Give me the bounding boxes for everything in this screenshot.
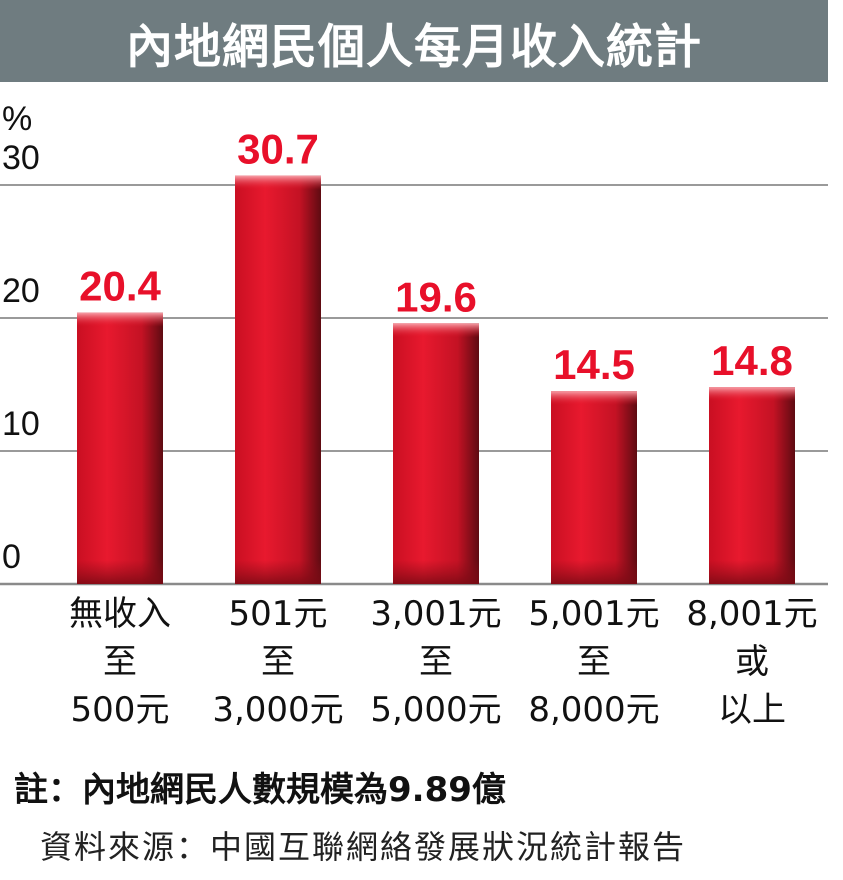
source-credit: 資料來源：中國互聯網絡發展狀況統計報告: [40, 828, 687, 866]
bar-value-label: 14.5: [553, 341, 635, 388]
bar-shadow: [235, 560, 321, 584]
x-category-label-line: 5,000元: [370, 690, 502, 730]
x-category-label: 無收入至 500元: [45, 590, 195, 734]
y-axis-unit-label: %: [2, 100, 32, 138]
bar-highlight: [551, 391, 637, 406]
bar-highlight: [77, 312, 163, 327]
bar: [709, 387, 795, 584]
bar-body: [235, 175, 321, 584]
bar: [235, 175, 321, 584]
x-category-label: 8,001元或以上: [677, 590, 827, 734]
x-category-label-line: 5,001元: [528, 594, 660, 634]
x-category-label-line: 500元: [70, 690, 170, 730]
x-category-label-line: 至: [577, 642, 611, 682]
y-tick-label: 30: [2, 139, 40, 177]
bar-body: [709, 387, 795, 584]
x-category-label-line: 3,000元: [212, 690, 344, 730]
x-category-label: 5,001元至 8,000元: [519, 590, 669, 734]
x-category-label-line: 3,001元: [370, 594, 502, 634]
x-category-label: 3,001元至 5,000元: [361, 590, 511, 734]
x-category-label-line: 8,000元: [528, 690, 660, 730]
bar-shadow: [709, 560, 795, 584]
x-category-label-line: 8,001元: [686, 594, 818, 634]
bar-highlight: [235, 175, 321, 190]
x-category-label-line: 無收入: [69, 594, 171, 634]
x-category-label-line: 至: [103, 642, 137, 682]
bar-value-label: 14.8: [711, 337, 793, 384]
bar-value-label: 30.7: [237, 126, 319, 173]
y-tick-label: 10: [2, 405, 40, 443]
bar-body: [551, 391, 637, 584]
bar: [393, 323, 479, 584]
y-tick-label: 0: [2, 538, 21, 576]
bar: [551, 391, 637, 584]
bar-body: [77, 312, 163, 584]
footnote: 註：內地網民人數規模為9.89億: [14, 770, 506, 810]
x-category-label-line: 以上: [718, 690, 786, 730]
bar-highlight: [393, 323, 479, 338]
bar-shadow: [77, 560, 163, 584]
bar: [77, 312, 163, 584]
x-category-label-line: 至: [261, 642, 295, 682]
bar-value-label: 20.4: [79, 263, 161, 310]
y-tick-label: 20: [2, 272, 40, 310]
bar-body: [393, 323, 479, 584]
bar-shadow: [551, 560, 637, 584]
bar-highlight: [709, 387, 795, 402]
bar-value-label: 19.6: [395, 273, 477, 320]
chart-title: 內地網民個人每月收入統計: [126, 20, 702, 75]
title-bar: 內地網民個人每月收入統計: [0, 0, 828, 82]
x-category-label-line: 或: [735, 642, 769, 682]
x-category-label-line: 501元: [228, 594, 328, 634]
bar-shadow: [393, 560, 479, 584]
x-category-label-line: 至: [419, 642, 453, 682]
x-category-label: 501元至 3,000元: [203, 590, 353, 734]
